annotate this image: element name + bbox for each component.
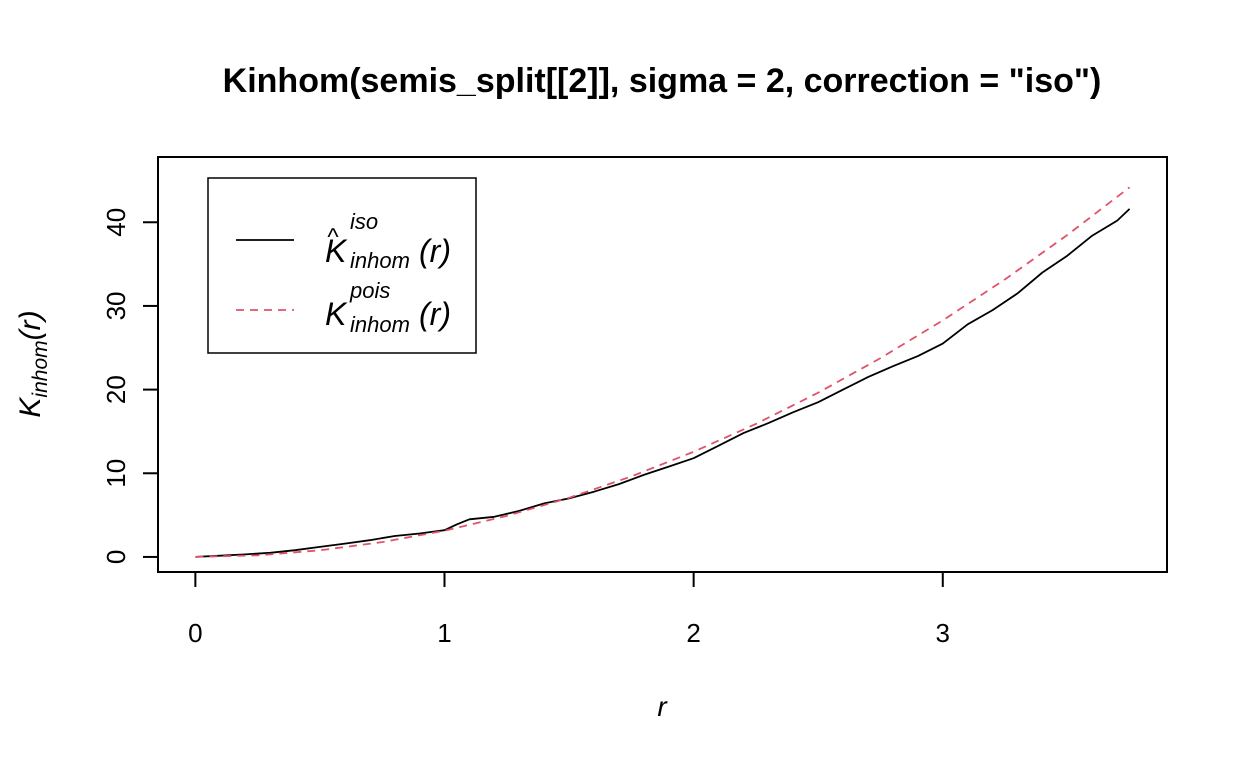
y-tick-label-1: 10	[101, 459, 131, 488]
chart-title: Kinhom(semis_split[[2]], sigma = 2, corr…	[223, 62, 1102, 100]
legend-box	[207, 177, 477, 354]
svg-text:Kinhom(r): Kinhom(r)	[14, 310, 52, 417]
legend-base-iso: K	[325, 233, 348, 269]
x-axis-label: r	[657, 691, 668, 722]
legend-sup-iso: iso	[350, 209, 378, 234]
legend: ^ K iso inhom (r) K pois inhom (r)	[207, 177, 477, 354]
y-axis-label-arg: (r)	[14, 310, 47, 340]
y-tick-label-2: 20	[101, 375, 131, 404]
series-line-pois	[195, 186, 1131, 558]
legend-sub-pois: inhom	[350, 312, 410, 337]
x-tick-label-1: 1	[437, 618, 451, 648]
series-line-iso	[195, 208, 1131, 558]
y-axis-label-base: K	[14, 396, 47, 418]
y-axis: 0 10 20 30 40	[101, 208, 159, 564]
y-tick-label-4: 40	[101, 208, 131, 237]
x-tick-label-0: 0	[188, 618, 202, 648]
y-axis-label-sub: inhom	[29, 340, 52, 397]
y-tick-label-0: 0	[101, 550, 131, 564]
legend-sup-pois: pois	[349, 278, 390, 303]
x-axis: 0 1 2 3	[188, 571, 950, 648]
legend-arg-pois: (r)	[419, 296, 451, 332]
legend-arg-iso: (r)	[419, 233, 451, 269]
y-axis-label: Kinhom(r)	[14, 310, 52, 417]
legend-sub-iso: inhom	[350, 248, 410, 273]
y-tick-label-3: 30	[101, 291, 131, 320]
legend-base-pois: K	[325, 296, 348, 332]
legend-hat-iso: ^	[327, 224, 339, 251]
x-tick-label-2: 2	[686, 618, 700, 648]
x-tick-label-3: 3	[936, 618, 950, 648]
plot-lines	[195, 186, 1131, 558]
